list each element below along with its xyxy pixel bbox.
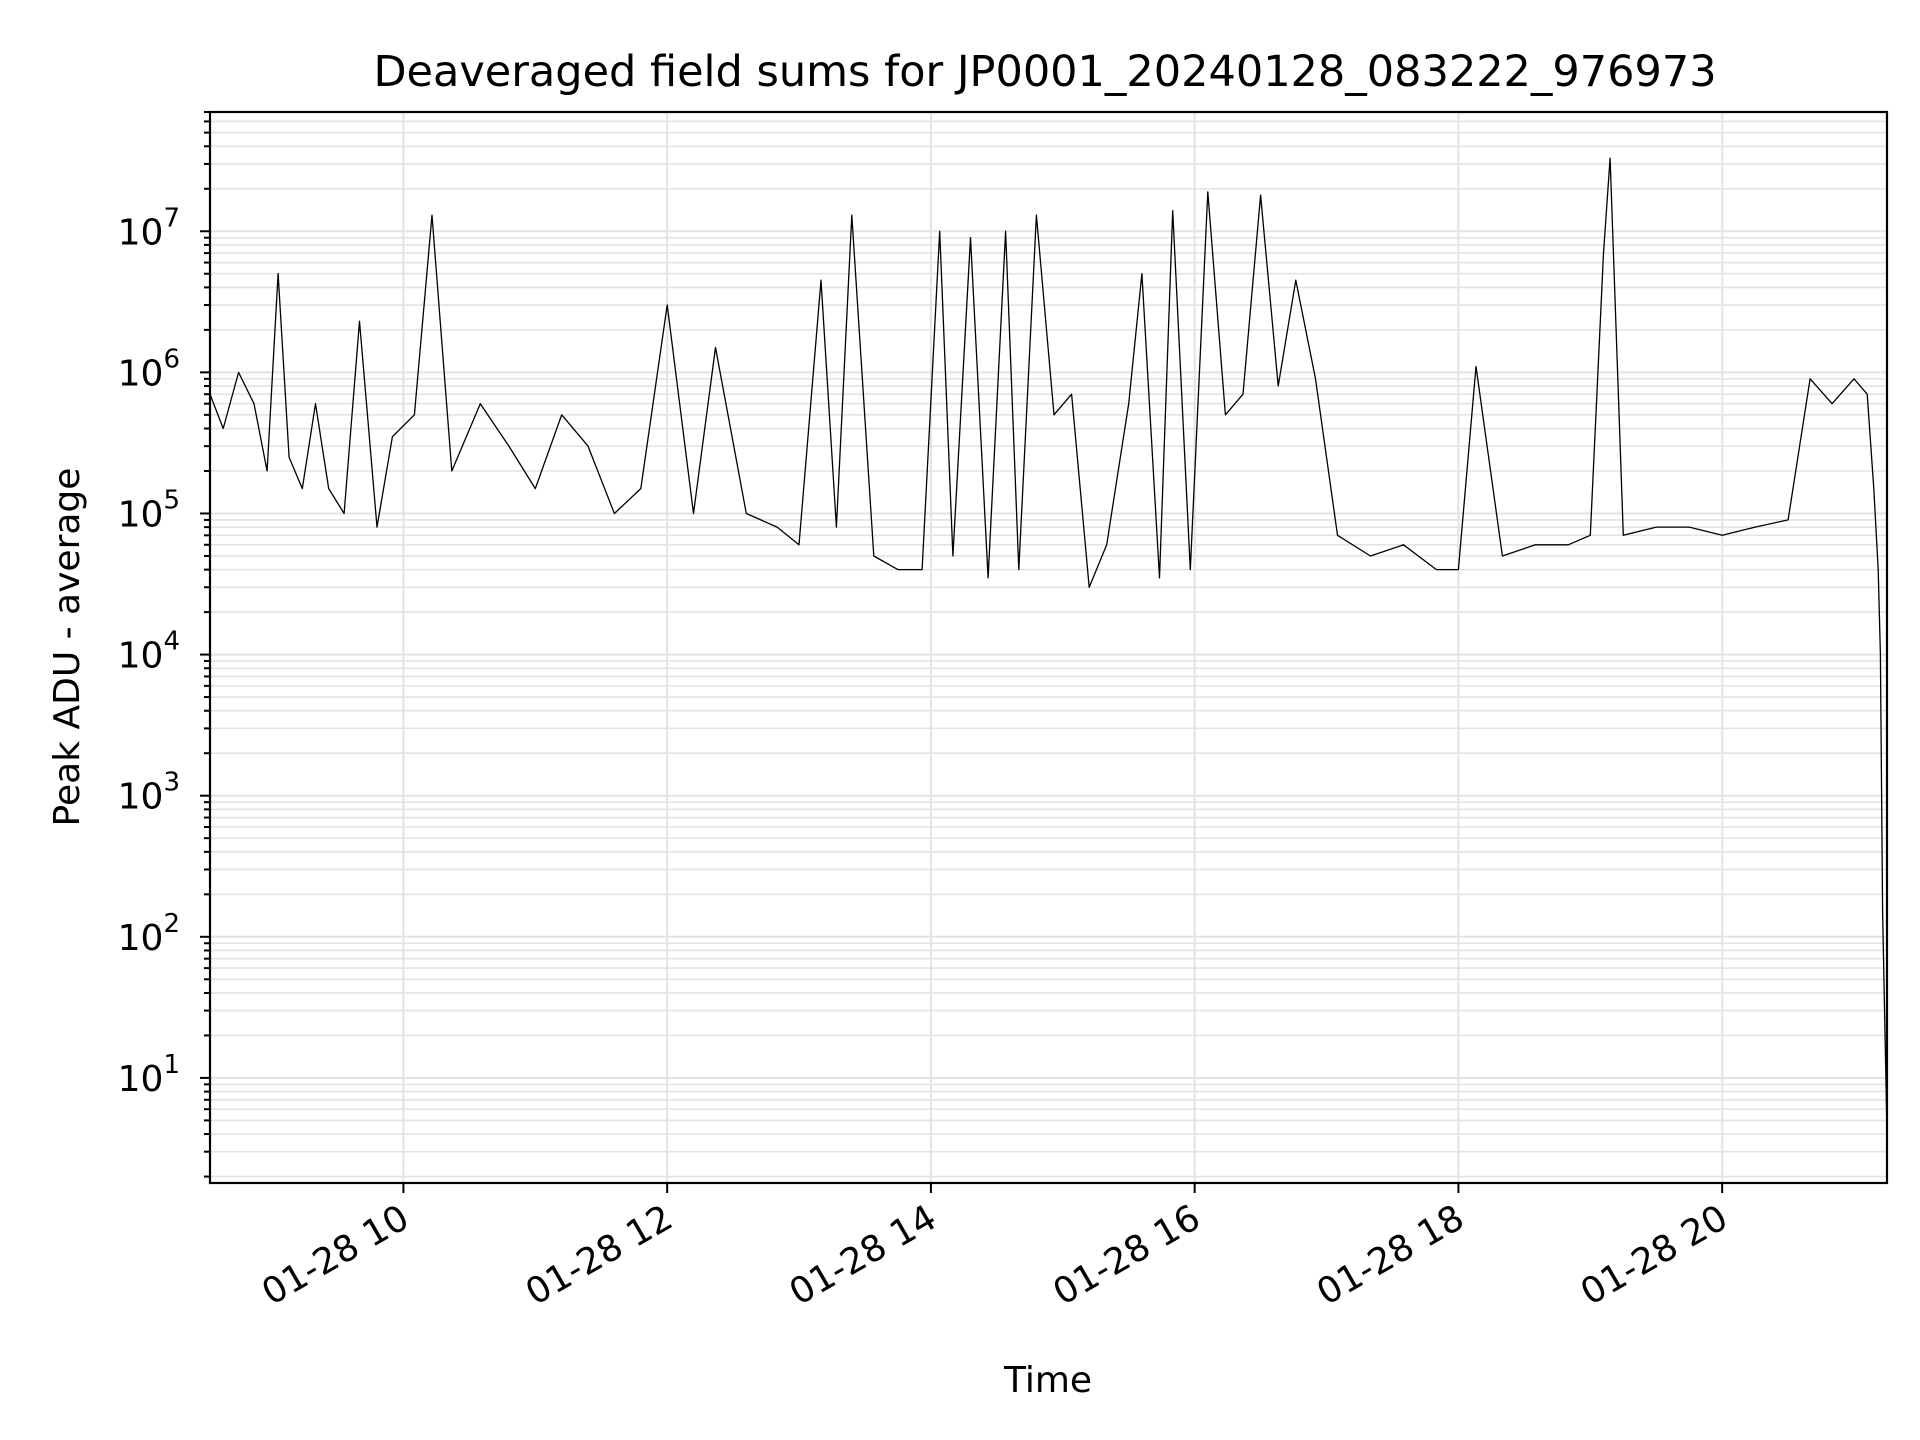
y-tick-label: 103 xyxy=(118,768,180,818)
y-tick-label: 104 xyxy=(118,627,180,677)
y-tick-label: 107 xyxy=(118,203,180,253)
plot-frame xyxy=(208,110,1889,1185)
x-axis-label: Time xyxy=(1003,1360,1092,1401)
y-axis: 101 102 103 104 105 106 107 xyxy=(118,111,210,1178)
y-axis-label: Peak ADU - average xyxy=(47,468,88,827)
grid xyxy=(210,111,1887,1183)
y-tick-label: 105 xyxy=(118,485,180,535)
chart-title: Deaveraged field sums for JP0001_2024012… xyxy=(373,47,1716,97)
plot-area xyxy=(209,157,1888,1135)
y-tick-label: 102 xyxy=(118,909,180,959)
y-tick-label: 106 xyxy=(118,344,180,394)
series-line xyxy=(209,157,1888,1135)
y-tick-label: 101 xyxy=(118,1050,180,1100)
